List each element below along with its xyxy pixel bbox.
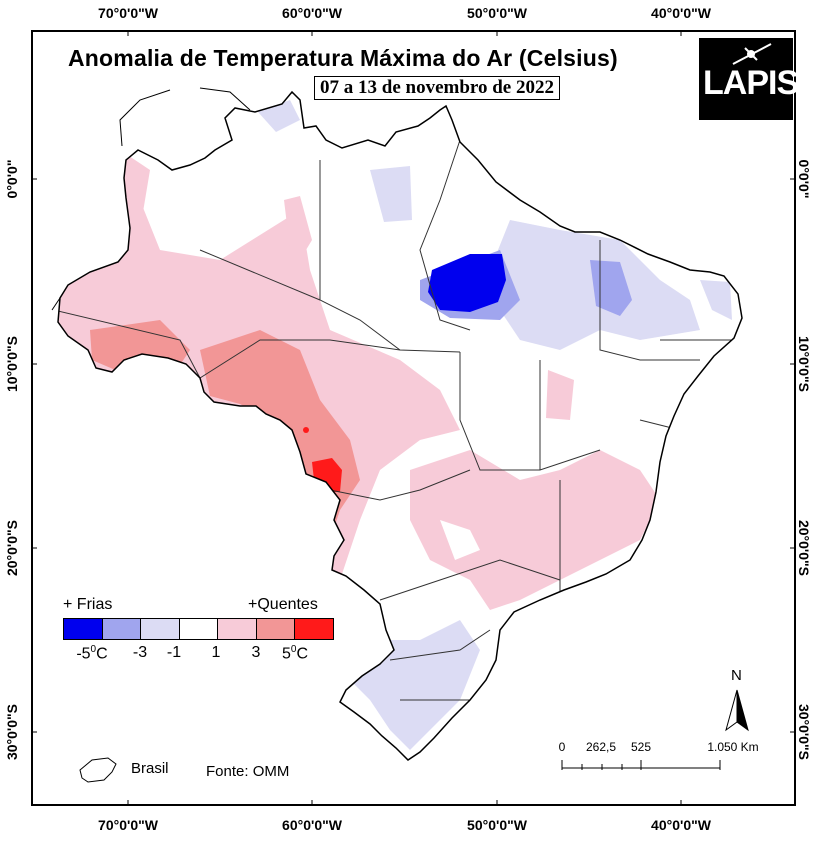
scale-bar — [561, 760, 721, 770]
north-arrow-icon — [725, 689, 749, 732]
legend-value-label: 3 — [251, 644, 261, 661]
logo-text: LAPIS — [703, 64, 799, 102]
brasil-symbol-icon — [79, 757, 117, 783]
scale-label: 525 — [630, 740, 652, 754]
north-label: N — [731, 667, 742, 684]
lon-tick-top: 60°0'0"W — [282, 5, 342, 21]
satellite-icon — [732, 43, 772, 65]
legend-color-bar — [63, 618, 334, 640]
scale-label: 262,5 — [585, 740, 617, 754]
legend-value-label: 1 — [211, 644, 221, 661]
lat-tick-left: 10°0'0"S — [4, 335, 20, 393]
legend-value-label: -3 — [132, 644, 148, 661]
map-title: Anomalia de Temperatura Máxima do Ar (Ce… — [68, 45, 618, 71]
data-source: Fonte: OMM — [206, 763, 290, 780]
date-range: 07 a 13 de novembro de 2022 — [314, 76, 560, 100]
legend-swatch — [256, 619, 296, 639]
frame-ticks — [31, 30, 796, 806]
legend-swatch — [141, 619, 180, 639]
legend-swatch — [64, 619, 103, 639]
legend-swatch — [179, 619, 219, 639]
anomaly-field — [58, 92, 742, 760]
lon-tick-bottom: 70°0'0"W — [98, 817, 158, 833]
neighbor-borders — [51, 87, 251, 311]
lat-tick-right: 20°0'0"S — [796, 519, 812, 577]
legend-swatch — [295, 619, 334, 639]
lon-tick-top: 70°0'0"W — [98, 5, 158, 21]
lon-tick-top: 40°0'0"W — [651, 5, 711, 21]
lon-tick-bottom: 40°0'0"W — [651, 817, 711, 833]
scale-label: 1.050 Km — [707, 740, 759, 754]
lat-tick-left: 20°0'0"S — [4, 519, 20, 577]
lat-tick-left: 0°0'0" — [4, 159, 20, 199]
legend-hot-label: +Quentes — [248, 596, 318, 613]
state-borders — [58, 139, 740, 701]
lat-tick-right: 0°0'0" — [796, 159, 812, 199]
legend-swatch — [218, 619, 257, 639]
lon-tick-top: 50°0'0"W — [467, 5, 527, 21]
brasil-label: Brasil — [131, 760, 169, 777]
lon-tick-bottom: 50°0'0"W — [467, 817, 527, 833]
lapis-logo: LAPIS — [699, 38, 799, 120]
legend-value-label: 50C — [281, 644, 309, 663]
legend-cold-label: + Frias — [63, 596, 113, 613]
lat-tick-left: 30°0'0"S — [4, 703, 20, 761]
scale-label: 0 — [558, 740, 566, 754]
lat-tick-right: 30°0'0"S — [796, 703, 812, 761]
lat-tick-right: 10°0'0"S — [796, 335, 812, 393]
legend-value-label: -1 — [166, 644, 182, 661]
legend-swatch — [102, 619, 142, 639]
lon-tick-bottom: 60°0'0"W — [282, 817, 342, 833]
legend-value-label: -50C — [76, 644, 108, 663]
